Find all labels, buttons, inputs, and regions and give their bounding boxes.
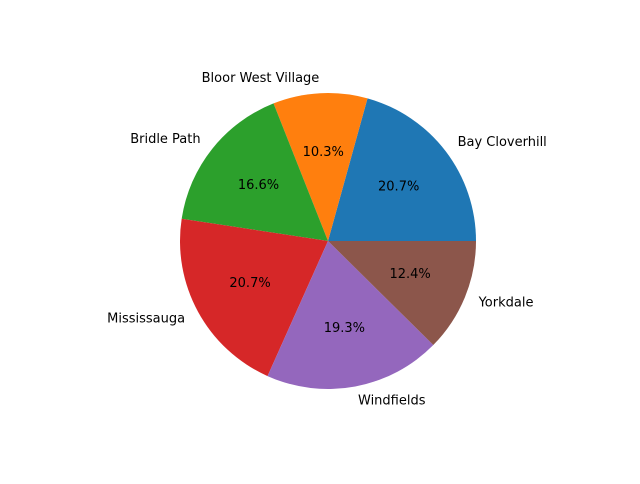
category-label-windfields: Windfields (358, 394, 426, 409)
percentage-label-bloor-west-village: 10.3% (303, 145, 344, 160)
percentage-label-bridle-path: 16.6% (238, 178, 279, 193)
pie-slice-bridle-path (181, 103, 328, 241)
percentage-label-yorkdale: 12.4% (389, 267, 430, 282)
pie-slice-yorkdale (328, 241, 476, 345)
category-label-yorkdale: Yorkdale (478, 295, 534, 310)
category-label-bloor-west-village: Bloor West Village (202, 71, 320, 86)
pie-slice-windfields (267, 241, 434, 390)
pie-slice-bloor-west-village (273, 93, 368, 242)
pie-slice-bay-cloverhill (328, 98, 477, 241)
category-label-bay-cloverhill: Bay Cloverhill (458, 135, 547, 150)
percentage-label-mississauga: 20.7% (229, 276, 270, 291)
percentage-labels: 20.7% 10.3% 16.6% 20.7% 19.3% 12.4% (229, 145, 430, 336)
category-label-mississauga: Mississauga (107, 311, 185, 326)
category-label-bridle-path: Bridle Path (130, 132, 200, 147)
pie-slice-mississauga (180, 218, 328, 377)
percentage-label-bay-cloverhill: 20.7% (378, 180, 419, 195)
pie-slices (180, 93, 477, 390)
category-labels: Bay Cloverhill Bloor West Village Bridle P… (107, 71, 547, 409)
percentage-label-windfields: 19.3% (324, 321, 365, 336)
